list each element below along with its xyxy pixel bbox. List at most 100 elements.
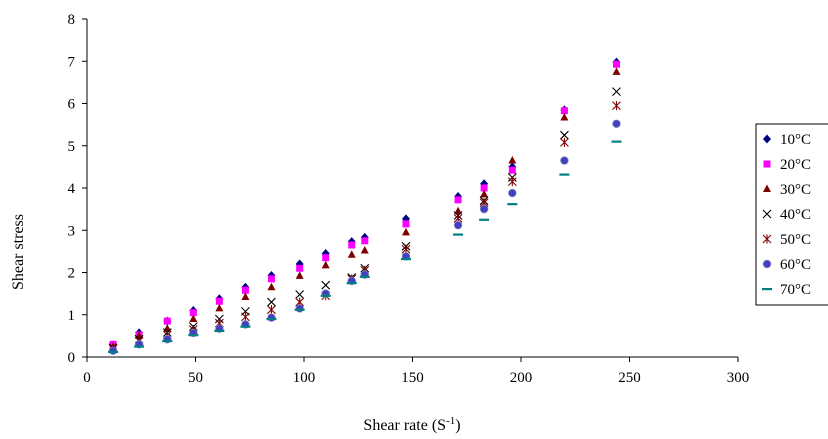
data-point — [322, 254, 330, 262]
data-point — [108, 346, 118, 355]
data-point — [215, 297, 223, 305]
data-point — [611, 140, 622, 143]
series-3 — [108, 87, 621, 353]
y-tick-label: 5 — [68, 139, 76, 155]
data-point — [108, 350, 119, 354]
y-tick-label: 7 — [68, 54, 76, 70]
data-point — [507, 177, 517, 187]
legend-marker — [763, 184, 771, 192]
legend-label: 10°C — [780, 132, 811, 148]
data-point — [162, 339, 173, 343]
data-point — [241, 312, 250, 322]
data-point — [295, 304, 304, 313]
data-point — [267, 275, 275, 283]
data-point — [240, 325, 251, 328]
data-point — [267, 305, 276, 315]
data-point — [188, 334, 199, 337]
data-point — [163, 317, 171, 325]
data-point — [294, 308, 305, 311]
series-4 — [108, 101, 621, 354]
data-point — [507, 203, 518, 206]
y-axis-title: Shear stress — [10, 214, 27, 290]
y-tick-label: 3 — [68, 223, 76, 239]
data-point — [321, 260, 330, 269]
data-points — [108, 57, 622, 355]
data-point — [479, 204, 489, 214]
data-point — [241, 286, 249, 294]
y-tick-label: 4 — [68, 181, 76, 197]
x-tick-label: 300 — [727, 370, 750, 386]
legend-label: 30°C — [780, 182, 811, 198]
legend-marker — [762, 288, 772, 291]
data-point — [214, 329, 225, 333]
data-point — [560, 107, 568, 115]
y-tick-label: 2 — [68, 266, 76, 282]
legend: 10°C 20°C 30°C 40°C 50°C 60°C 70°C — [755, 123, 828, 306]
legend-label: 70°C — [780, 282, 811, 298]
data-point — [453, 233, 464, 236]
tick-labels: 0 1 2 3 4 5 6 7 8 0 50 100 150 200 250 300 — [68, 12, 750, 386]
x-axis-title-main: Shear rate (S — [363, 417, 446, 434]
legend-marker — [762, 259, 772, 269]
data-point — [508, 156, 517, 164]
data-point — [189, 309, 197, 317]
data-point — [402, 220, 410, 228]
x-tick-label: 250 — [618, 370, 641, 386]
x-axis-title-superscript: -1 — [446, 415, 455, 427]
data-point — [346, 282, 357, 285]
data-point — [612, 119, 621, 128]
data-point — [401, 227, 410, 236]
data-point — [560, 137, 569, 147]
y-tick-label: 1 — [68, 308, 76, 324]
legend-label: 60°C — [780, 257, 811, 273]
axes — [82, 18, 739, 362]
legend-marker — [763, 134, 771, 144]
data-point — [480, 189, 489, 198]
data-point — [295, 271, 304, 279]
data-point — [266, 317, 277, 321]
data-point — [134, 345, 145, 348]
legend-label: 20°C — [780, 157, 811, 173]
data-point — [241, 292, 250, 301]
y-tick-label: 0 — [68, 350, 76, 366]
data-point — [295, 290, 305, 299]
data-point — [296, 264, 304, 272]
data-point — [347, 250, 356, 258]
legend-marker — [763, 160, 771, 168]
series-1 — [109, 60, 620, 348]
legend-marker — [762, 209, 772, 219]
data-point — [612, 87, 621, 97]
data-point — [360, 246, 369, 254]
y-tick-label: 8 — [68, 12, 76, 28]
data-point — [453, 220, 463, 230]
data-point — [508, 188, 517, 198]
data-point — [480, 184, 488, 192]
x-axis-title-suffix: ) — [455, 417, 460, 434]
legend-label: 50°C — [780, 232, 811, 248]
data-point — [454, 196, 462, 204]
x-tick-label: 0 — [83, 370, 91, 386]
data-point — [560, 130, 569, 140]
x-axis-title: Shear rate (S-1) — [363, 415, 460, 434]
data-point — [189, 314, 198, 322]
data-point — [559, 173, 570, 176]
data-point — [348, 241, 356, 249]
data-point — [454, 206, 463, 215]
y-tick-label: 6 — [68, 97, 76, 113]
data-point — [560, 156, 569, 165]
x-tick-label: 200 — [510, 370, 533, 386]
data-point — [508, 166, 516, 174]
data-point — [361, 237, 369, 245]
series-0 — [109, 57, 621, 350]
data-point — [479, 218, 490, 221]
data-point — [267, 313, 276, 322]
series-6 — [108, 140, 622, 354]
legend-marker — [762, 234, 772, 244]
data-point — [560, 112, 569, 121]
data-point — [612, 101, 621, 111]
x-tick-label: 150 — [401, 370, 424, 386]
x-tick-label: 100 — [293, 370, 316, 386]
data-point — [400, 257, 411, 261]
data-point — [321, 280, 331, 290]
